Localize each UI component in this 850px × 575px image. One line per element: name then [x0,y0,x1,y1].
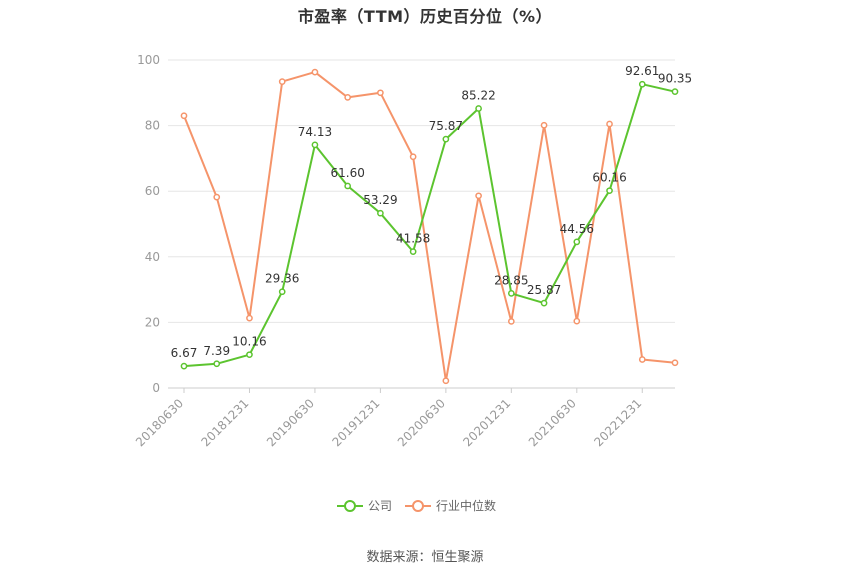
x-tick-label: 20190630 [264,396,317,449]
data-label: 75.87 [429,119,463,133]
data-point [278,78,286,85]
data-point [344,182,352,190]
data-point [409,248,417,255]
data-point [213,193,221,201]
x-axis: 20180630 20181231 20190630 20191231 20200630… [133,388,644,449]
x-tick-label: 20191231 [329,396,382,449]
data-point [180,362,188,370]
data-label: 7.39 [203,344,230,358]
data-label: 28.85 [494,273,528,287]
data-point [507,318,515,325]
data-point [344,94,352,101]
legend-marker [412,500,424,512]
data-label: 41.58 [396,232,430,246]
y-tick-label: 80 [145,119,160,133]
data-point [377,209,384,217]
data-point [442,135,450,143]
data-point [638,80,646,88]
x-tick-label: 20210630 [526,396,579,449]
data-label: 60.16 [592,171,626,185]
y-axis-ticks: 0 20 40 60 80 100 [137,53,160,395]
data-label: 61.60 [330,166,364,180]
y-tick-label: 100 [137,53,160,67]
data-label: 74.13 [298,125,332,139]
y-tick-label: 60 [145,184,160,198]
grid-lines [168,59,675,389]
data-point [180,112,188,120]
data-point [311,141,319,149]
data-label: 53.29 [363,193,397,207]
y-tick-label: 40 [145,250,160,264]
data-point [409,153,417,161]
data-label: 90.35 [658,72,692,86]
legend: 公司 行业中位数 [337,498,496,513]
data-label: 29.36 [265,272,299,286]
x-tick-label: 20221231 [591,396,644,449]
x-tick-label: 20201231 [460,396,513,449]
data-point [671,88,679,96]
data-point [475,192,482,200]
series-group [180,68,679,385]
data-label: 44.56 [560,222,594,236]
data-point [475,105,482,112]
legend-label: 行业中位数 [436,498,496,513]
data-point [213,360,221,368]
data-point [540,299,548,307]
chart-title: 市盈率（TTM）历史百分位（%） [297,7,553,26]
data-point [606,187,613,195]
data-point [442,377,450,385]
data-label: 25.87 [527,283,561,297]
legend-label: 公司 [368,499,392,513]
legend-item-1: 行业中位数 [405,498,496,513]
data-point [311,68,319,76]
source-note: 数据来源：恒生聚源 [366,550,484,565]
series-line-0 [183,83,676,368]
data-point [573,317,581,325]
x-tick-label: 20180630 [133,396,186,449]
y-tick-label: 0 [152,381,160,395]
y-tick-label: 20 [145,315,160,329]
legend-marker [344,500,356,512]
data-point [671,359,679,367]
data-point [377,89,384,97]
data-label: 92.61 [625,64,659,78]
data-point [540,121,548,129]
data-point [278,288,286,296]
x-tick-label: 20200630 [395,396,448,449]
data-point [507,290,515,297]
data-label: 6.67 [171,346,198,360]
data-point [573,238,581,246]
x-tick-label: 20181231 [198,396,251,449]
data-point [638,356,646,363]
legend-item-0: 公司 [337,499,392,513]
data-point [606,120,613,128]
data-point [246,351,253,359]
series-line-1 [183,71,676,382]
data-point [246,314,253,322]
data-label: 10.16 [232,335,266,349]
data-label: 85.22 [461,88,495,102]
